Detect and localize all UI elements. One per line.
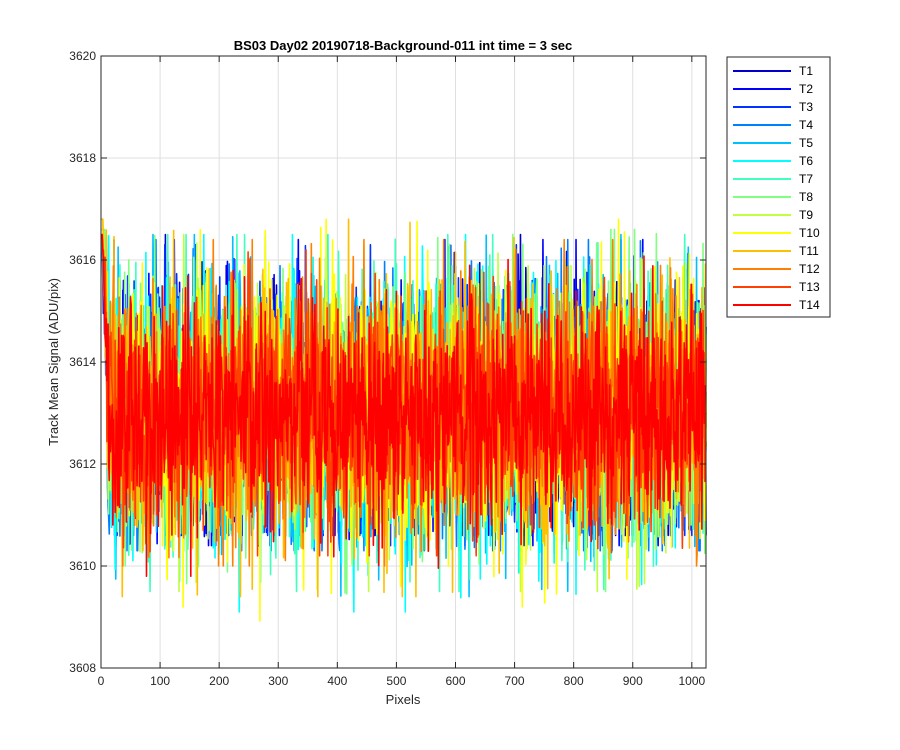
legend-label-T7: T7 — [799, 172, 813, 186]
y-axis-ticks: 3608 3610 3612 3614 3616 3618 3620 — [69, 49, 706, 675]
y-tick-label: 3614 — [69, 355, 96, 369]
legend: T1 T2 T3 T4 T5 T6 T7 T8 T9 T10 T11 T12 T13 T14 — [726, 56, 831, 318]
x-axis-ticks: 0 100 200 300 400 500 600 700 800 900 1000 — [98, 56, 705, 688]
x-tick-label: 300 — [268, 674, 288, 688]
legend-label-T12: T12 — [799, 262, 820, 276]
x-tick-label: 900 — [623, 674, 643, 688]
legend-label-T9: T9 — [799, 208, 813, 222]
legend-label-T8: T8 — [799, 190, 813, 204]
y-axis-label: Track Mean Signal (ADU/pix) — [46, 278, 61, 446]
legend-label-T3: T3 — [799, 100, 813, 114]
x-tick-label: 400 — [327, 674, 347, 688]
x-tick-label: 800 — [564, 674, 584, 688]
legend-label-T11: T11 — [799, 244, 819, 258]
y-tick-label: 3608 — [69, 661, 96, 675]
series-lines — [100, 218, 707, 622]
y-tick-label: 3618 — [69, 151, 96, 165]
chart-title: BS03 Day02 20190718-Background-011 int t… — [234, 38, 573, 53]
x-tick-label: 1000 — [678, 674, 705, 688]
x-tick-label: 200 — [209, 674, 229, 688]
x-tick-label: 600 — [445, 674, 465, 688]
y-tick-label: 3616 — [69, 253, 96, 267]
legend-label-T6: T6 — [799, 154, 813, 168]
y-tick-label: 3620 — [69, 49, 96, 63]
x-tick-label: 100 — [150, 674, 170, 688]
y-tick-label: 3612 — [69, 457, 96, 471]
legend-label-T4: T4 — [799, 118, 813, 132]
series-line-T14 — [101, 233, 707, 577]
legend-label-T5: T5 — [799, 136, 813, 150]
x-tick-label: 500 — [386, 674, 406, 688]
legend-label-T13: T13 — [799, 280, 820, 294]
legend-label-T1: T1 — [799, 64, 813, 78]
y-tick-label: 3610 — [69, 559, 96, 573]
x-tick-label: 0 — [98, 674, 105, 688]
legend-box — [726, 56, 831, 318]
legend-label-T10: T10 — [799, 226, 820, 240]
legend-label-T2: T2 — [799, 82, 813, 96]
x-tick-label: 700 — [505, 674, 525, 688]
x-axis-label: Pixels — [386, 692, 421, 707]
legend-label-T14: T14 — [799, 298, 820, 312]
